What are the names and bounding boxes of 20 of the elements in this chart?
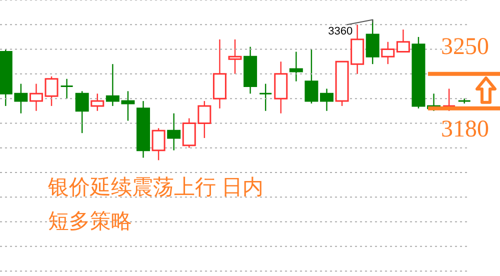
annotation: 短多策略 [48, 209, 132, 233]
candlestick [44, 76, 58, 107]
candlestick [75, 90, 89, 134]
candlestick [152, 128, 166, 161]
candlestick [258, 83, 272, 112]
candlestick [442, 88, 456, 112]
candlestick [320, 88, 334, 112]
candlestick [304, 48, 318, 104]
ref-line-label: 3180 [441, 116, 489, 142]
annotation: 银价延续震荡上行 日内 [47, 175, 264, 199]
annotation: 3360 [328, 26, 353, 38]
candlestick [396, 28, 410, 52]
ref-line-label: 3250 [441, 34, 489, 60]
candlestick [90, 93, 104, 112]
candlestick [381, 41, 395, 65]
candlestick [60, 78, 74, 100]
candlestick [289, 51, 303, 82]
candlestick [167, 112, 181, 151]
candlestick [228, 38, 242, 75]
candlestick [29, 83, 43, 112]
